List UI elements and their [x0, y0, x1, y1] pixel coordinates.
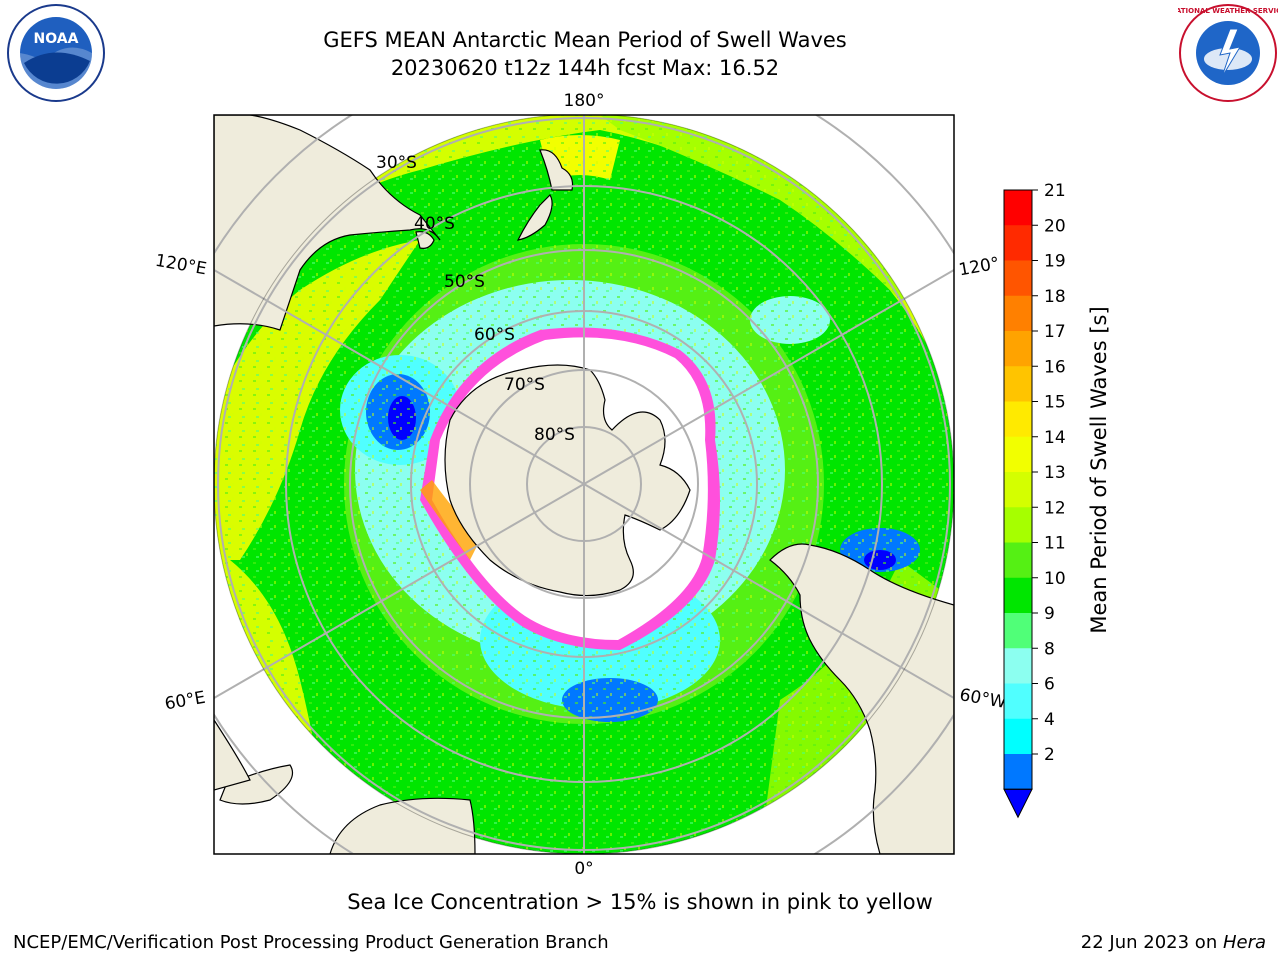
colorbar-extend-arrow — [1003, 788, 1033, 819]
lat-label-30s: 30°S — [376, 153, 417, 173]
colorbar-swatch — [1004, 436, 1032, 473]
colorbar-swatch — [1004, 718, 1032, 755]
colorbar: 21 20 19 18 17 16 15 14 13 12 11 10 9 8 6 4 2 — [1003, 181, 1066, 819]
graticule — [214, 115, 954, 854]
nws-logo-text: NATIONAL WEATHER SERVICE — [1178, 7, 1278, 15]
colorbar-tick-label: 19 — [1044, 252, 1066, 272]
colorbar-swatch — [1004, 225, 1032, 261]
colorbar-tick-label: 9 — [1044, 604, 1055, 624]
lon-label-top: 180° — [564, 91, 605, 111]
generation-date-text: 22 Jun 2023 on — [1080, 932, 1223, 953]
colorbar-swatch — [1004, 683, 1032, 720]
colorbar-swatch — [1004, 507, 1032, 543]
colorbar-label: Mean Period of Swell Waves [s] — [1087, 306, 1111, 633]
colorbar-tick-label: 12 — [1044, 498, 1066, 518]
nws-logo: NATIONAL WEATHER SERVICE — [1178, 4, 1278, 102]
colorbar-tick-label: 20 — [1044, 216, 1066, 236]
antarctica — [444, 364, 691, 597]
colorbar-swatch — [1004, 472, 1032, 508]
colorbar-tick-label: 2 — [1044, 745, 1055, 765]
colorbar-swatch — [1004, 331, 1032, 367]
map-subtitle: 20230620 t12z 144h fcst Max: 16.52 — [390, 56, 780, 80]
lat-label-80s: 80°S — [534, 425, 575, 445]
colorbar-swatch — [1004, 366, 1032, 402]
colorbar-tick-label: 18 — [1044, 287, 1066, 307]
lon-label-bottom: 0° — [574, 859, 593, 879]
lon-label-lower-right: 60°W — [958, 685, 1008, 713]
colorbar-tick-label: 13 — [1044, 463, 1066, 483]
colorbar-tick-label: 14 — [1044, 428, 1066, 448]
colorbar-swatch — [1004, 542, 1032, 579]
colorbar-frame — [1003, 189, 1033, 790]
colorbar-tick-label: 21 — [1044, 181, 1066, 201]
colorbar-swatch — [1004, 260, 1032, 297]
generation-date: 22 Jun 2023 on Hera — [1081, 932, 1266, 953]
colorbar-tick-label: 6 — [1044, 675, 1055, 695]
noaa-logo-text: NOAA — [34, 31, 79, 47]
colorbar-swatch — [1004, 190, 1032, 226]
colorbar-swatch — [1004, 401, 1032, 438]
colorbar-swatch — [1004, 754, 1032, 790]
lon-label-upper-left: 120°E — [154, 251, 208, 280]
colorbar-tick-label: 15 — [1044, 393, 1066, 413]
colorbar-tick-label: 11 — [1044, 534, 1066, 554]
colorbar-tick-label: 8 — [1044, 639, 1055, 659]
noaa-logo: NOAA — [7, 4, 105, 102]
colorbar-swatch — [1004, 295, 1032, 332]
colorbar-tick-label: 10 — [1044, 569, 1066, 589]
colorbar-tick-label: 17 — [1044, 322, 1066, 342]
lon-label-lower-left: 60°E — [163, 688, 207, 715]
colorbar-swatch — [1004, 613, 1032, 649]
colorbar-swatch — [1004, 648, 1032, 684]
lon-label-upper-right: 120° — [957, 254, 1001, 281]
colorbar-swatch — [1004, 577, 1032, 614]
map-title: GEFS MEAN Antarctic Mean Period of Swell… — [323, 28, 847, 52]
generation-host: Hera — [1222, 932, 1266, 953]
producer-credit: NCEP/EMC/Verification Post Processing Pr… — [13, 932, 609, 953]
lat-label-70s: 70°S — [504, 375, 545, 395]
lat-label-50s: 50°S — [444, 272, 485, 292]
colorbar-tick-label: 16 — [1044, 357, 1066, 377]
lat-label-60s: 60°S — [474, 325, 515, 345]
lat-label-40s: 40°S — [414, 214, 455, 234]
colorbar-tick-label: 4 — [1044, 710, 1055, 730]
sea-ice-caption: Sea Ice Concentration > 15% is shown in … — [347, 890, 933, 914]
